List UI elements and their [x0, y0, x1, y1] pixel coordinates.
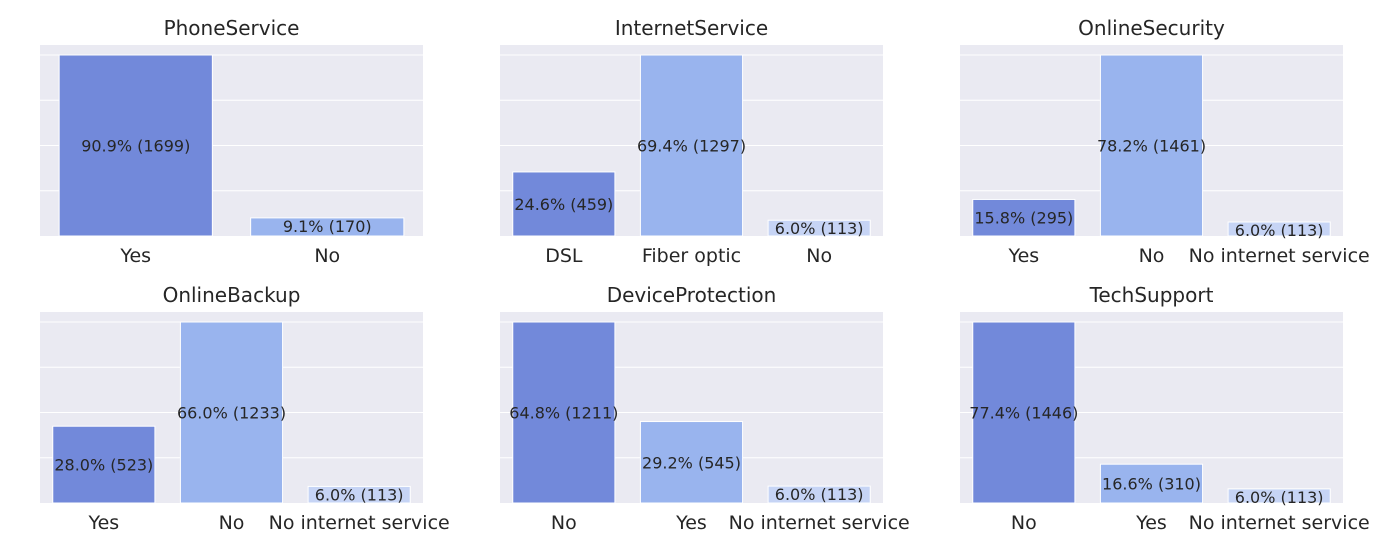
bar-label-no: 66.0% (1233) [177, 404, 286, 423]
x-tick-label-no-internet-service: No internet service [729, 512, 910, 534]
bar-no [512, 321, 616, 504]
x-tick-label-no-internet-service: No internet service [269, 512, 450, 534]
x-tick-label-yes: Yes [675, 512, 707, 534]
x-tick-label-yes: Yes [119, 245, 151, 267]
panel-deviceprotection: DeviceProtection 64.8% (1211) No 29.2% (545… [500, 283, 910, 534]
x-tick-label-no: No [806, 245, 832, 267]
chart-title: InternetService [615, 16, 768, 40]
panel-phoneservice: PhoneService 90.9% (1699) Yes 9.1% (170) No [40, 16, 423, 267]
bar-yes [972, 198, 1076, 237]
bar-label-no: 78.2% (1461) [1097, 137, 1206, 156]
bar-fiber-optic [639, 54, 744, 237]
bar-yes [58, 54, 213, 237]
bar-no-internet-service [767, 485, 871, 504]
x-tick-label-dsl: DSL [545, 245, 583, 267]
bar-label-no-internet-service: 6.0% (113) [1235, 221, 1324, 240]
bar-label-yes: 90.9% (1699) [81, 137, 190, 156]
bar-no [179, 321, 284, 504]
panel-onlinesecurity: OnlineSecurity 15.8% (295) Yes 78.2% (1461)… [960, 16, 1370, 267]
bar-label-yes: 29.2% (545) [642, 453, 741, 472]
bar-no-internet-service [1227, 488, 1331, 504]
x-tick-label-yes: Yes [1135, 512, 1167, 534]
bar-label-no-internet-service: 6.0% (113) [1235, 488, 1324, 507]
bar-yes [52, 425, 156, 504]
x-tick-label-yes: Yes [87, 512, 119, 534]
bar-label-yes: 15.8% (295) [974, 209, 1073, 228]
x-tick-label-no: No [219, 512, 245, 534]
x-tick-label-yes: Yes [1007, 245, 1039, 267]
bar-label-no: 77.4% (1446) [969, 404, 1078, 423]
bar-label-fiber-optic: 69.4% (1297) [637, 137, 746, 156]
bar-no-internet-service [1227, 221, 1331, 237]
bar-no [250, 217, 405, 237]
bar-no [972, 321, 1076, 504]
chart-title: TechSupport [1089, 283, 1214, 307]
bar-label-no: 6.0% (113) [775, 219, 864, 238]
bar-no [1099, 54, 1204, 237]
x-tick-label-no: No [551, 512, 577, 534]
x-tick-label-no: No [1139, 245, 1165, 267]
chart-title: OnlineSecurity [1078, 16, 1225, 40]
chart-title: PhoneService [164, 16, 300, 40]
chart-title: OnlineBackup [163, 283, 301, 307]
bar-yes [1099, 463, 1204, 504]
panel-techsupport: TechSupport 77.4% (1446) No 16.6% (310) Yes 6… [960, 283, 1370, 534]
bar-label-no: 9.1% (170) [283, 217, 372, 236]
x-tick-label-no: No [314, 245, 340, 267]
x-tick-label-fiber-optic: Fiber optic [642, 245, 741, 267]
bar-label-no-internet-service: 6.0% (113) [775, 485, 864, 504]
bar-label-yes: 28.0% (523) [54, 456, 153, 475]
panel-onlinebackup: OnlineBackup 28.0% (523) Yes 66.0% (1233) No… [40, 283, 450, 534]
bar-dsl [512, 171, 616, 237]
bar-no [767, 219, 871, 237]
bar-label-yes: 16.6% (310) [1102, 475, 1201, 494]
bar-yes [639, 421, 744, 504]
bar-label-dsl: 24.6% (459) [514, 195, 613, 214]
bar-label-no-internet-service: 6.0% (113) [315, 485, 404, 504]
chart-title: DeviceProtection [607, 283, 777, 307]
bar-no-internet-service [307, 485, 411, 504]
bar-label-no: 64.8% (1211) [509, 404, 618, 423]
x-tick-label-no-internet-service: No internet service [1189, 512, 1370, 534]
panel-internetservice: InternetService 24.6% (459) DSL 69.4% (1297… [500, 16, 883, 267]
x-tick-label-no: No [1011, 512, 1037, 534]
x-tick-label-no-internet-service: No internet service [1189, 245, 1370, 267]
